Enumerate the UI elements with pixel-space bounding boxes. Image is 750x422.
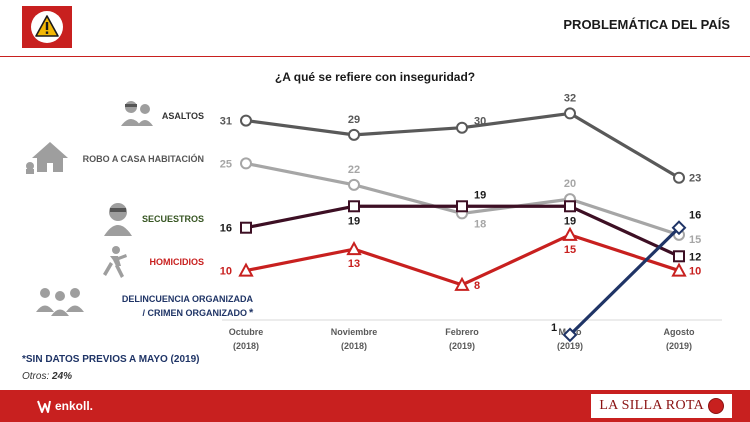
data-label: 19 [474,189,486,201]
x-tick-year: (2019) [449,341,475,351]
fleeing-person-icon [103,246,127,278]
data-point-marker [564,200,576,213]
hooded-person-icon [104,203,132,236]
header-badge [22,6,72,48]
data-label: 1 [551,322,557,334]
series-line [245,233,680,287]
header-divider [0,56,750,57]
chart-question: ¿A qué se refiere con inseguridad? [274,70,476,84]
series-line [568,226,681,336]
data-point-marker [240,221,252,234]
data-label: 12 [689,251,701,263]
data-point-marker [673,250,685,263]
legend-label-delincuencia-line2: / CRIMEN ORGANIZADO [143,308,248,318]
data-point-marker [562,327,578,343]
data-label: 15 [564,244,576,256]
data-label: 25 [220,158,232,170]
data-label: 23 [689,173,701,185]
house-icon [26,142,68,174]
data-label: 10 [689,266,701,278]
top-strip [0,0,750,6]
data-label: 15 [689,234,701,246]
others-value: 24% [52,371,73,382]
others-note: Otros: 24% [22,371,72,382]
data-point-marker [348,200,360,213]
series-line [245,161,680,237]
data-label: 16 [220,223,232,235]
data-point-marker [671,262,687,277]
group-people-icon [36,288,84,316]
legend-label-secuestros: SECUESTROS [142,214,204,224]
legend-label-asaltos: ASALTOS [162,111,204,121]
data-point-marker [456,200,468,213]
line-chart: ASALTOS ROBO A CASA HABITACIÓN SECUESTRO… [26,92,722,351]
data-label: 18 [474,218,486,230]
series-4: 1 16 [551,210,701,343]
page-title: PROBLEMÁTICA DEL PAÍS [563,17,730,32]
series-0: 31 29 30 32 23 [220,92,702,184]
data-point-marker [238,262,254,277]
enkoll-logo: enkoll. [36,398,93,414]
x-tick-year: (2019) [666,341,692,351]
data-point-marker [671,220,687,236]
footer-bar: enkoll. LA SILLA ROTA [0,390,750,422]
enkoll-logo-text: enkoll. [55,399,94,413]
series-2: 16 19 19 19 12 [220,189,702,263]
others-label: Otros: [22,371,53,382]
data-point-marker [240,157,252,170]
data-label: 19 [564,215,576,227]
data-label: 13 [348,258,360,270]
data-label: 31 [220,116,232,128]
data-point-marker [673,171,685,184]
data-label: 29 [348,114,360,126]
x-tick-label: Octubre [229,327,264,337]
enkoll-mark-icon [37,400,51,413]
data-label: 20 [564,178,576,190]
data-point-marker [346,241,362,256]
data-point-marker [240,114,252,127]
data-label: 32 [564,92,576,104]
data-point-marker [348,128,360,141]
data-point-marker [456,121,468,134]
data-point-marker [348,178,360,191]
x-tick-label: Febrero [445,327,479,337]
data-point-marker [562,226,578,241]
legend-label-homicidios: HOMICIDIOS [149,257,204,267]
series-3: 10 13 8 15 10 [220,226,701,292]
data-label: 30 [474,116,486,128]
data-label: 8 [474,280,480,292]
x-tick-label: Agosto [664,327,695,337]
warning-icon [31,11,63,43]
data-point-marker [564,107,576,120]
data-label: 10 [220,266,232,278]
seal-icon [708,398,724,414]
data-label: 22 [348,164,360,176]
x-tick-year: (2018) [341,341,367,351]
data-label: 16 [689,210,701,222]
data-point-marker [454,276,470,291]
footnote: *SIN DATOS PREVIOS A MAYO (2019) [22,354,200,365]
la-silla-rota-logo: LA SILLA ROTA [591,394,732,418]
legend-label-delincuencia-line1: DELINCUENCIA ORGANIZADA [122,294,254,304]
x-tick-label: Noviembre [331,327,378,337]
data-label: 19 [348,215,360,227]
la-silla-rota-text: LA SILLA ROTA [599,398,704,413]
x-tick-year: (2018) [233,341,259,351]
legend-label-robo: ROBO A CASA HABITACIÓN [83,153,204,164]
two-people-icon [121,101,153,126]
legend-label-delincuencia-mark: * [249,307,254,319]
x-tick-year: (2019) [557,341,583,351]
